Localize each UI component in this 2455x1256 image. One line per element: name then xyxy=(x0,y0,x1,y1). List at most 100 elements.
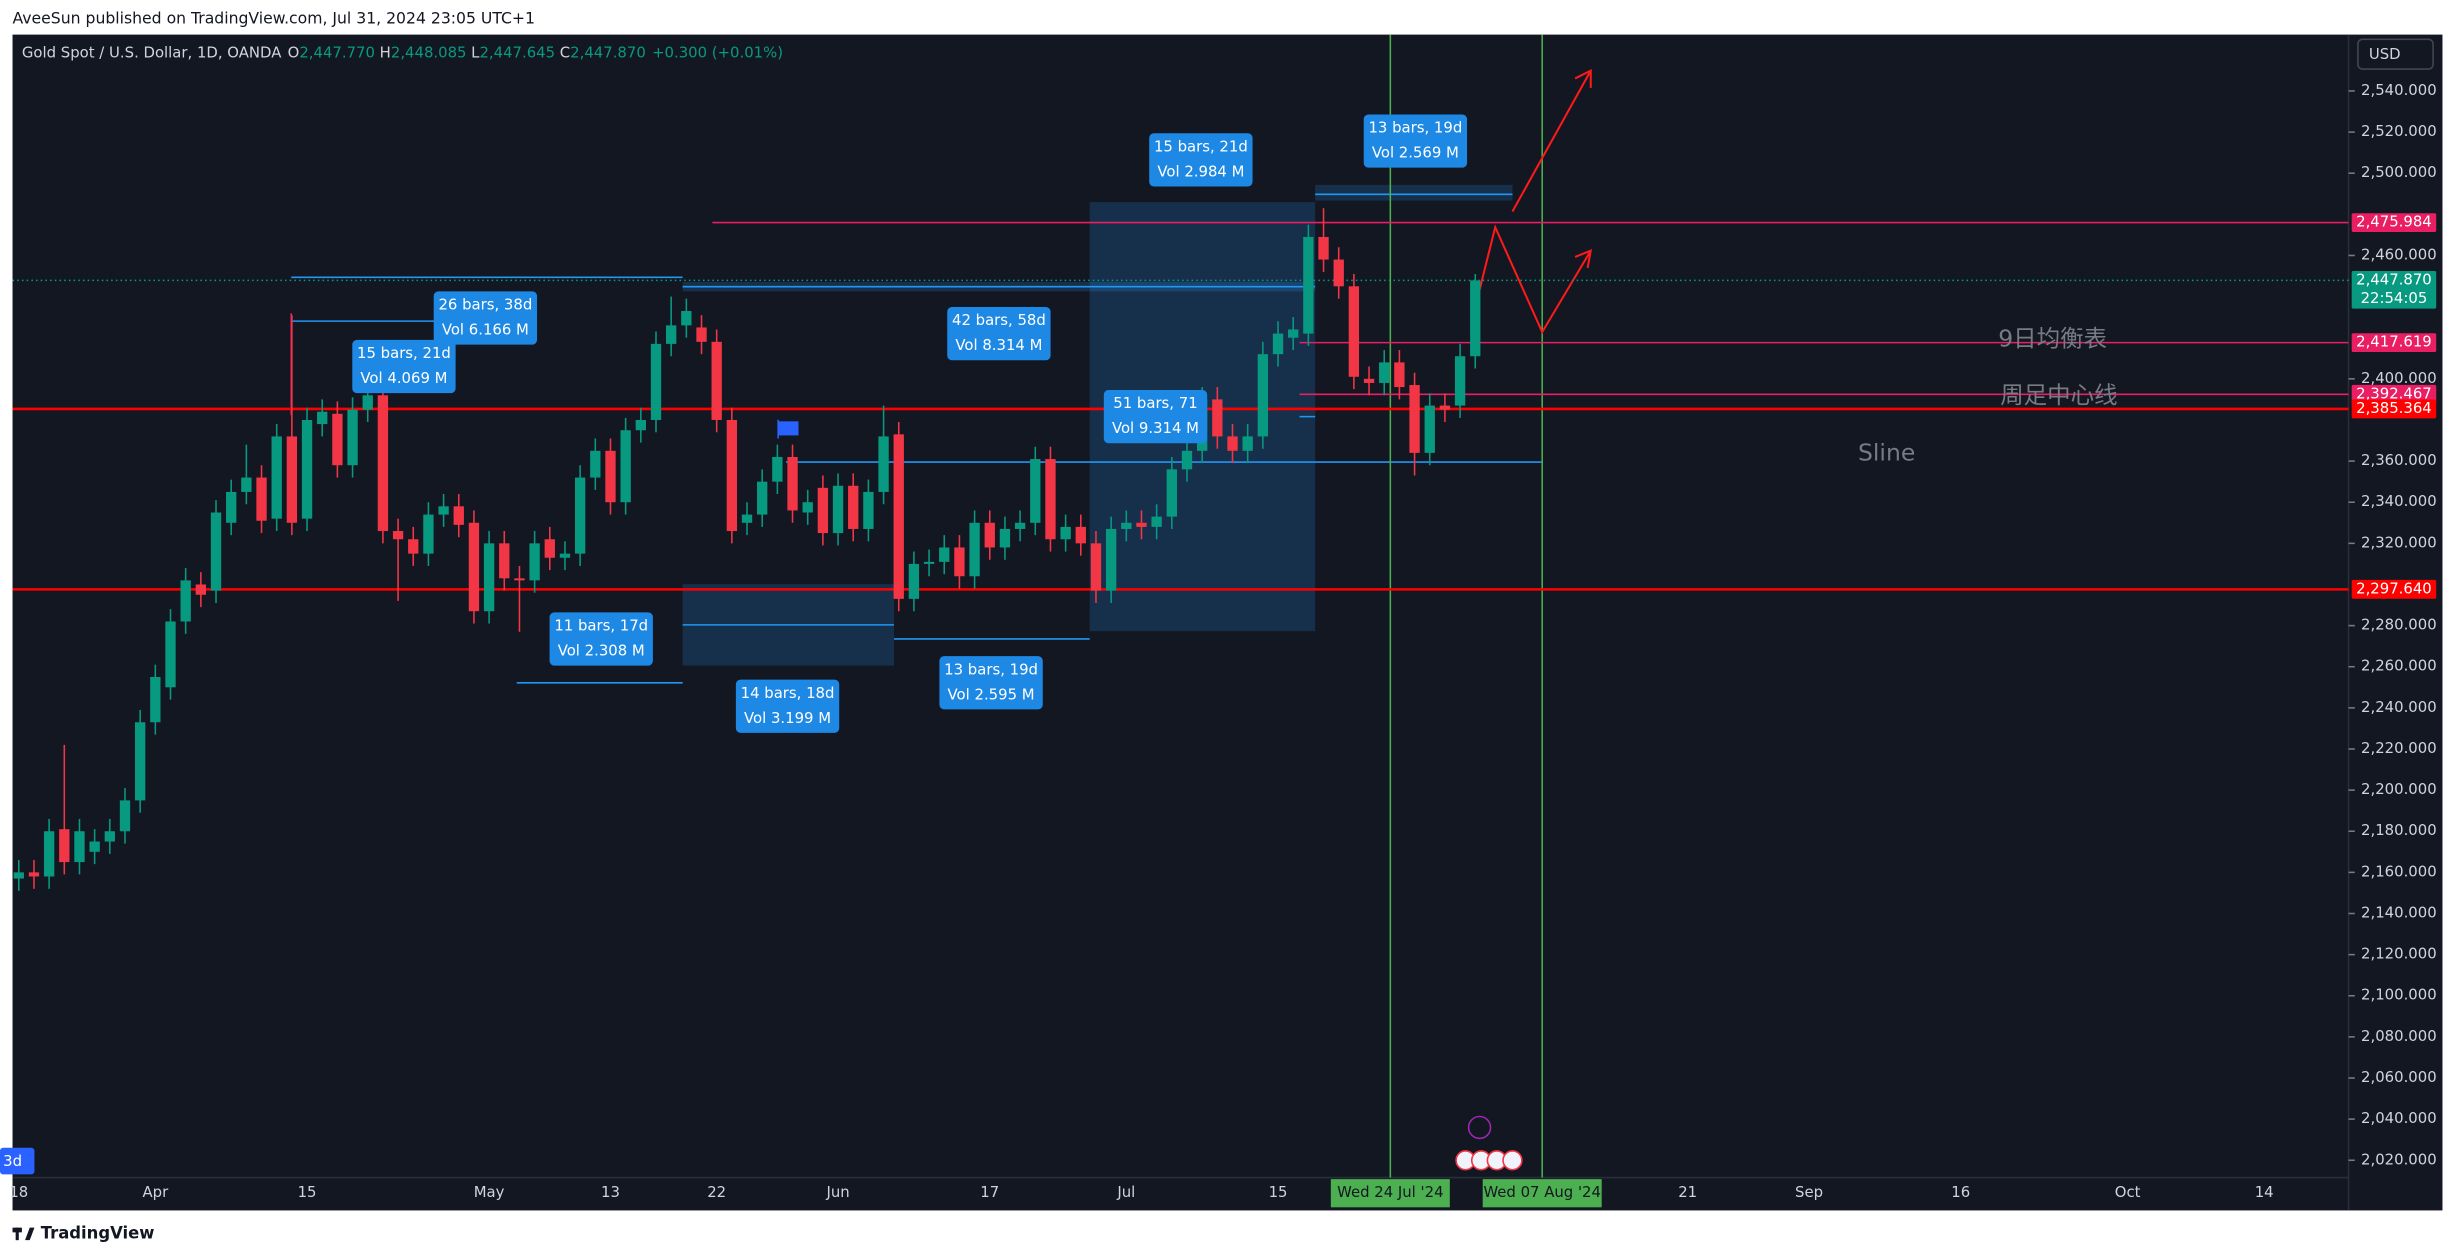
candle-body xyxy=(226,491,237,523)
candle-body xyxy=(848,485,859,529)
candle-body xyxy=(529,543,540,581)
y-tick-label: 2,120.000 xyxy=(2361,945,2437,963)
candle-body xyxy=(1060,526,1071,540)
measure-label-bg xyxy=(1103,390,1208,444)
y-tick-label: 2,360.000 xyxy=(2361,451,2437,469)
interval-badge-text[interactable]: 3d xyxy=(3,1152,22,1170)
price-label-bg xyxy=(2351,333,2437,353)
price-label: 2,392.467 xyxy=(2356,384,2432,402)
change: +0.300 (+0.01%) xyxy=(652,43,783,61)
text-note: 周足中心线 xyxy=(2000,381,2117,409)
candle-body xyxy=(544,539,555,558)
y-tick-label: 2,140.000 xyxy=(2361,903,2437,921)
y-tick-label: 2,020.000 xyxy=(2361,1150,2437,1168)
candle-body xyxy=(1470,280,1481,357)
symbol: Gold Spot / U.S. Dollar, 1D, OANDA xyxy=(22,43,282,61)
price-label: 2,385.364 xyxy=(2356,399,2432,417)
candle-body xyxy=(1318,236,1329,260)
candle-body xyxy=(332,413,343,466)
candle-body xyxy=(347,409,358,466)
candle-body xyxy=(665,325,677,344)
time-marker-bg xyxy=(1330,1179,1450,1208)
candle-body xyxy=(301,419,313,519)
arrow-head xyxy=(1574,68,1592,88)
text-note: 9日均衡表 xyxy=(1998,324,2107,352)
candle-body xyxy=(1272,333,1284,355)
price-label-bg xyxy=(2351,213,2437,232)
y-tick-label: 2,280.000 xyxy=(2361,616,2437,634)
measure-label-bg xyxy=(1149,133,1253,187)
x-tick-label: 15 xyxy=(298,1183,317,1201)
measure-label-bg xyxy=(947,307,1051,361)
candle-body xyxy=(1394,362,1405,388)
candle-body xyxy=(969,522,980,577)
time-marker-label: Wed 24 Jul '24 xyxy=(1337,1183,1443,1201)
x-tick-label: 13 xyxy=(601,1183,620,1201)
candle-body xyxy=(165,621,176,688)
candle-body xyxy=(590,450,601,478)
measure-label: 13 bars, 19d xyxy=(1368,119,1462,137)
currency[interactable]: USD xyxy=(2369,45,2401,63)
y-tick-label: 2,160.000 xyxy=(2361,862,2437,880)
x-tick-label: Apr xyxy=(142,1183,169,1201)
measure-label: 15 bars, 21d xyxy=(357,344,451,362)
x-tick-label: 17 xyxy=(980,1183,999,1201)
ohlc-key: H xyxy=(380,43,391,61)
measure-label: 13 bars, 19d xyxy=(944,660,1038,678)
y-tick-label: 2,520.000 xyxy=(2361,122,2437,140)
y-tick-label: 2,100.000 xyxy=(2361,986,2437,1004)
candle-body xyxy=(1348,286,1360,377)
y-tick-label: 2,340.000 xyxy=(2361,492,2437,510)
candle-body xyxy=(1333,259,1344,287)
candle-body xyxy=(1409,385,1420,453)
measure-label: 51 bars, 71 xyxy=(1113,394,1197,412)
projection xyxy=(1511,70,1592,213)
measure-label: 14 bars, 18d xyxy=(741,684,835,702)
projection-arrows xyxy=(1470,68,1593,335)
interval-badge[interactable] xyxy=(0,1147,35,1175)
symbol-legend: Gold Spot / U.S. Dollar, 1D, OANDA O2,447… xyxy=(22,43,783,61)
candle-body xyxy=(1424,405,1435,453)
x-tick-label: 16 xyxy=(1951,1183,1970,1201)
candle-body xyxy=(104,831,115,842)
candle-body xyxy=(286,436,298,523)
time-marker-bg xyxy=(1482,1179,1602,1208)
candle-body xyxy=(954,547,965,577)
price-label: 2,297.640 xyxy=(2356,579,2432,597)
price-label-bg xyxy=(2351,271,2437,309)
x-tick-label: 21 xyxy=(1678,1183,1697,1201)
candle-body xyxy=(468,522,480,612)
measure-label: 15 bars, 21d xyxy=(1154,137,1248,155)
candle-body xyxy=(984,522,995,548)
candle-body xyxy=(1105,528,1117,591)
candle-body xyxy=(817,487,829,534)
candle-body xyxy=(392,531,404,540)
measure-label: Vol 9.314 M xyxy=(1112,419,1199,437)
candle-body xyxy=(939,547,950,562)
candle-body xyxy=(119,800,131,832)
candle-body xyxy=(923,561,935,564)
measure-label: Vol 8.314 M xyxy=(955,336,1042,354)
price-countdown: 22:54:05 xyxy=(2361,289,2428,307)
currency-button[interactable] xyxy=(2357,38,2434,70)
candle-body xyxy=(43,831,55,877)
logo-part xyxy=(25,1227,35,1241)
candle-body xyxy=(241,477,252,492)
y-tick-label: 2,540.000 xyxy=(2361,81,2437,99)
y-tick-label: 2,500.000 xyxy=(2361,163,2437,181)
candle-body xyxy=(483,543,495,612)
candle-body xyxy=(681,310,692,326)
x-tick-label: May xyxy=(474,1183,505,1201)
candle-body xyxy=(802,502,813,513)
zigzag xyxy=(1470,224,1592,335)
event-icon xyxy=(1467,1115,1492,1140)
candle-body xyxy=(256,477,267,521)
measure-label-bg xyxy=(1363,114,1468,168)
price-label: 2,447.870 xyxy=(2356,270,2432,288)
candle-body xyxy=(1121,522,1132,529)
candle-body xyxy=(180,580,191,622)
ohlc-key: O xyxy=(288,43,300,61)
candle-body xyxy=(1257,354,1269,437)
